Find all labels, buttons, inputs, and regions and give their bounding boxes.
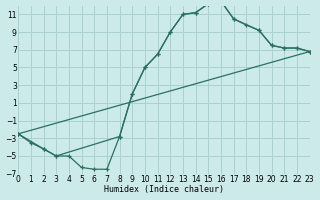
X-axis label: Humidex (Indice chaleur): Humidex (Indice chaleur): [104, 185, 224, 194]
